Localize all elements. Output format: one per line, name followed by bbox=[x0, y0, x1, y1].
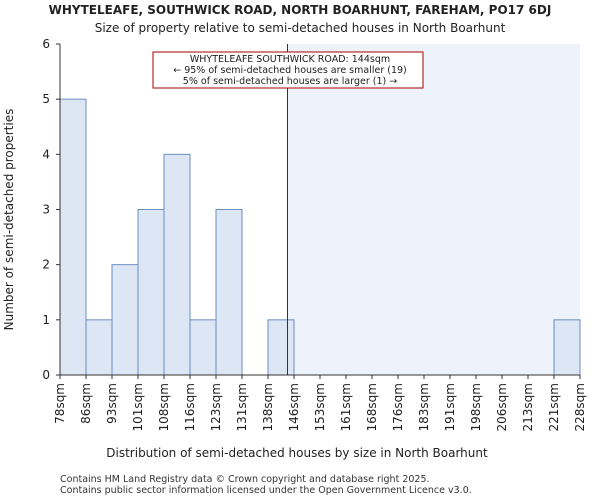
larger-region-shading bbox=[287, 44, 580, 375]
annotation-line-3: 5% of semi-detached houses are larger (1… bbox=[183, 76, 397, 87]
y-tick-label: 3 bbox=[42, 203, 50, 217]
x-tick-label: 86sqm bbox=[79, 383, 93, 424]
x-tick-label: 146sqm bbox=[287, 383, 301, 431]
x-tick-label: 213sqm bbox=[521, 383, 535, 431]
y-tick-label: 1 bbox=[42, 313, 50, 327]
x-tick-label: 101sqm bbox=[131, 383, 145, 431]
y-axis-label: Number of semi-detached properties bbox=[2, 109, 16, 331]
x-tick-label: 153sqm bbox=[313, 383, 327, 431]
y-tick-label: 4 bbox=[42, 147, 50, 161]
x-tick-label: 168sqm bbox=[365, 383, 379, 431]
y-tick-label: 5 bbox=[42, 92, 50, 106]
x-tick-label: 221sqm bbox=[547, 383, 561, 431]
y-tick-label: 2 bbox=[42, 258, 50, 272]
x-axis-label: Distribution of semi-detached houses by … bbox=[106, 446, 488, 460]
bar-123sqm bbox=[215, 209, 243, 376]
histogram-chart: 0 1 2 3 4 5 6 78sqm 86sqm 93sqm 101sqm 108sqm 116sqm… bbox=[2, 37, 587, 460]
y-tick-label: 0 bbox=[42, 368, 50, 382]
x-tick-label: 183sqm bbox=[417, 383, 431, 431]
x-tick-label: 138sqm bbox=[261, 383, 275, 431]
x-tick-label: 228sqm bbox=[573, 383, 587, 431]
x-tick-label: 108sqm bbox=[157, 383, 171, 431]
x-tick-label: 206sqm bbox=[495, 383, 509, 431]
bar-116sqm bbox=[189, 319, 217, 376]
x-tick-label: 198sqm bbox=[469, 383, 483, 431]
x-tick-label: 191sqm bbox=[443, 383, 457, 431]
bar-93sqm bbox=[111, 264, 139, 376]
x-tick-label: 161sqm bbox=[339, 383, 353, 431]
bar-86sqm bbox=[85, 319, 113, 376]
footer-line-2: Contains public sector information licen… bbox=[60, 485, 472, 496]
bar-221sqm bbox=[553, 319, 581, 376]
bar-138sqm bbox=[267, 319, 295, 376]
chart-subtitle: Size of property relative to semi-detach… bbox=[94, 21, 506, 35]
chart-title: WHYTELEAFE, SOUTHWICK ROAD, NORTH BOARHU… bbox=[48, 3, 552, 17]
x-tick-label: 116sqm bbox=[183, 383, 197, 431]
x-tick-label: 93sqm bbox=[105, 383, 119, 424]
annotation-line-2: ← 95% of semi-detached houses are smalle… bbox=[173, 65, 407, 76]
x-tick-label: 176sqm bbox=[391, 383, 405, 431]
bar-78sqm bbox=[59, 98, 87, 376]
bar-108sqm bbox=[163, 153, 191, 376]
bar-101sqm bbox=[137, 209, 165, 376]
x-tick-label: 131sqm bbox=[235, 383, 249, 431]
x-tick-label: 78sqm bbox=[53, 383, 67, 424]
x-tick-label: 123sqm bbox=[209, 383, 223, 431]
y-tick-label: 6 bbox=[42, 37, 50, 51]
annotation-box bbox=[152, 51, 424, 89]
footer-line-1: Contains HM Land Registry data © Crown c… bbox=[60, 474, 430, 485]
annotation-line-1: WHYTELEAFE SOUTHWICK ROAD: 144sqm bbox=[190, 54, 390, 65]
